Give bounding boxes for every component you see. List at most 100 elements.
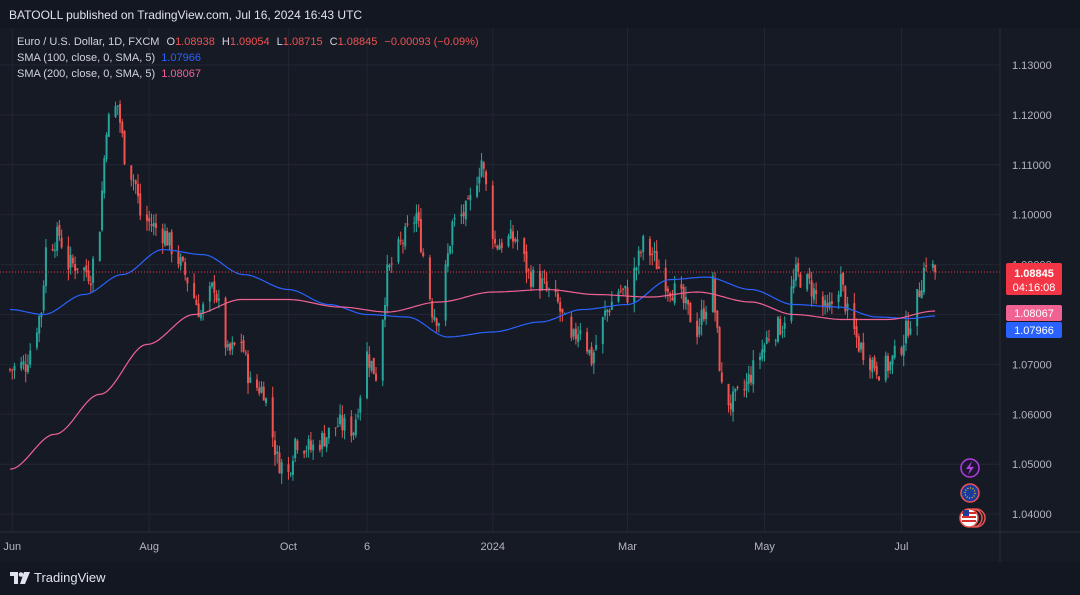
candle-body xyxy=(842,272,845,285)
published-text: BATOOLL published on TradingView.com, Ju… xyxy=(9,8,363,22)
candle-body xyxy=(446,253,449,267)
candle-body xyxy=(136,184,139,197)
candle-body xyxy=(375,373,378,381)
candle-body xyxy=(435,318,438,326)
candle-body xyxy=(604,310,607,316)
candle-body xyxy=(815,290,818,295)
x-axis[interactable]: Jun Aug Oct 6 2024 Mar May Jul xyxy=(3,541,908,553)
candle-body xyxy=(433,316,436,320)
candle-body xyxy=(758,356,761,361)
symbol-title[interactable]: Euro / U.S. Dollar, 1D, FXCM xyxy=(17,36,160,48)
candle-body xyxy=(453,217,456,220)
candle-body xyxy=(366,351,369,399)
candle-body xyxy=(103,158,106,194)
candle-body xyxy=(781,331,784,333)
candle-body xyxy=(626,287,629,303)
candle-body xyxy=(13,365,16,371)
lightning-icon[interactable] xyxy=(960,458,980,478)
candle-body xyxy=(846,303,849,311)
candle-body xyxy=(931,263,934,268)
candle-body xyxy=(720,372,723,383)
candle-body xyxy=(743,389,746,391)
candle-body xyxy=(729,403,732,410)
us-flag-icon[interactable] xyxy=(959,508,986,528)
candles xyxy=(9,100,937,485)
candle-body xyxy=(208,285,211,302)
candle-body xyxy=(154,223,157,228)
candle-body xyxy=(354,419,357,436)
candle-body xyxy=(101,190,104,231)
last-price-tag: 1.08845 04:16:08 xyxy=(1006,263,1062,295)
candle-body xyxy=(336,425,339,427)
x-tick-label: Jul xyxy=(894,541,908,553)
candle-body xyxy=(240,341,243,343)
y-tick-label: 1.12000 xyxy=(1012,110,1052,122)
candle-body xyxy=(179,257,182,266)
sma100-label[interactable]: SMA (100, close, 0, SMA, 5) xyxy=(17,52,156,64)
candle-body xyxy=(249,377,252,383)
symbol-row: Euro / U.S. Dollar, 1D, FXCM O1.08938 H1… xyxy=(17,34,479,50)
candle-body xyxy=(916,288,919,327)
candle-body xyxy=(181,256,184,261)
candle-body xyxy=(71,257,74,264)
candle-body xyxy=(747,374,750,384)
candle-body xyxy=(857,336,860,352)
candle-body xyxy=(152,222,155,227)
candle-body xyxy=(350,416,353,436)
candle-body xyxy=(26,365,29,373)
candle-body xyxy=(543,278,546,280)
candle-body xyxy=(900,347,903,355)
candle-body xyxy=(69,255,72,268)
candle-body xyxy=(696,320,699,337)
candle-body xyxy=(622,288,625,290)
candle-body xyxy=(357,415,360,417)
candle-body xyxy=(303,451,306,454)
candle-body xyxy=(428,257,431,300)
candle-body xyxy=(217,298,220,301)
candle-body xyxy=(909,328,912,335)
candle-body xyxy=(538,270,541,291)
candle-body xyxy=(869,358,872,371)
x-tick-label: 6 xyxy=(364,541,370,553)
candle-body xyxy=(925,265,928,267)
candle-body xyxy=(684,297,687,304)
candle-body xyxy=(83,267,86,271)
candle-body xyxy=(226,344,229,348)
sma200-label[interactable]: SMA (200, close, 0, SMA, 5) xyxy=(17,68,156,80)
eu-flag-icon[interactable] xyxy=(960,483,980,503)
candle-body xyxy=(655,250,658,270)
sma200-price-tag: 1.08067 xyxy=(1006,305,1062,321)
candle-body xyxy=(280,462,283,474)
candle-body xyxy=(779,319,782,335)
ohlc-close: C1.08845 xyxy=(329,36,378,48)
candle-body xyxy=(417,211,420,221)
candle-body xyxy=(309,440,312,451)
candle-body xyxy=(359,397,362,413)
candle-body xyxy=(321,432,324,449)
candle-body xyxy=(482,162,485,169)
candle-body xyxy=(752,360,755,385)
candle-body xyxy=(527,270,530,272)
candle-body xyxy=(480,160,483,177)
change-value: −0.00093 (−0.09%) xyxy=(384,36,479,48)
candle-body xyxy=(44,247,47,287)
candle-body xyxy=(397,239,400,263)
chart-legend: Euro / U.S. Dollar, 1D, FXCM O1.08938 H1… xyxy=(17,34,479,82)
candle-body xyxy=(276,451,279,454)
x-tick-label: Aug xyxy=(139,541,159,553)
candle-body xyxy=(134,180,137,185)
candle-body xyxy=(491,185,494,240)
candle-body xyxy=(130,165,133,180)
sma100-tag-value: 1.07966 xyxy=(1014,325,1054,337)
tradingview-logo[interactable]: TradingView xyxy=(10,570,106,585)
candle-body xyxy=(893,345,896,358)
candle-body xyxy=(494,238,497,244)
candle-body xyxy=(24,363,27,372)
candle-body xyxy=(570,316,573,338)
candle-body xyxy=(341,415,344,431)
candle-body xyxy=(258,387,261,394)
sma-lines xyxy=(9,248,936,470)
candle-body xyxy=(523,238,526,254)
candle-body xyxy=(325,437,328,448)
